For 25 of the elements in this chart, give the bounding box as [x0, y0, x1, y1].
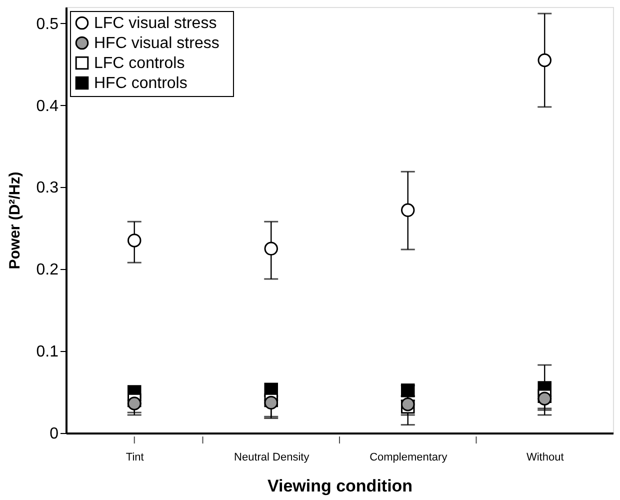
x-tick-label: Tint — [126, 452, 144, 464]
y-tick-label: 0.5 — [36, 16, 59, 33]
y-tick-label: 0.2 — [36, 262, 59, 279]
point — [401, 203, 415, 218]
point — [538, 53, 552, 68]
x-axis-title: Viewing condition — [267, 476, 413, 496]
x-tick-label: Neutral Density — [234, 452, 310, 464]
point — [401, 397, 415, 412]
legend-label: HFC controls — [94, 75, 188, 92]
x-tick-label: Complementary — [370, 452, 448, 464]
x-tick-label: Without — [526, 452, 564, 464]
legend-label: LFC controls — [94, 55, 185, 72]
legend-label: LFC visual stress — [94, 15, 217, 32]
y-axis-title: Power (D²/Hz) — [6, 172, 24, 270]
point — [264, 396, 278, 410]
y-tick-label: 0.4 — [36, 98, 59, 115]
legend-label: HFC visual stress — [94, 35, 220, 52]
y-tick-label: 0 — [50, 426, 59, 442]
point — [264, 242, 278, 256]
point — [128, 234, 142, 248]
y-tick-label: 0.3 — [36, 180, 59, 197]
point — [538, 392, 552, 406]
point — [401, 384, 415, 398]
y-tick-label: 0.1 — [36, 344, 59, 361]
point — [128, 396, 142, 410]
